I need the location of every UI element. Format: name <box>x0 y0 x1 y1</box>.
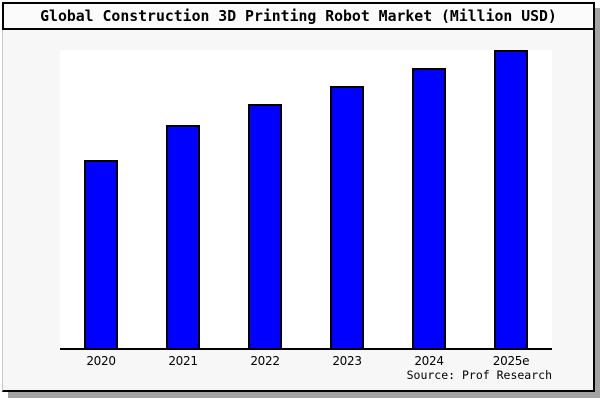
x-tick-label-2023: 2023 <box>332 354 362 368</box>
plot-area <box>60 50 552 350</box>
chart-figure-card: Global Construction 3D Printing Robot Ma… <box>2 2 595 392</box>
bar-2020 <box>83 160 118 348</box>
source-credit: Source: Prof Research <box>406 368 552 382</box>
bar-2021 <box>166 124 200 348</box>
x-tick-label-2021: 2021 <box>168 354 198 368</box>
x-tick-label-2024: 2024 <box>414 354 444 368</box>
chart-title-bar: Global Construction 3D Printing Robot Ma… <box>2 2 595 30</box>
x-tick-label-2025e: 2025e <box>492 354 530 368</box>
x-tick-label-2022: 2022 <box>250 354 280 368</box>
bar-2023 <box>330 85 364 348</box>
chart-title: Global Construction 3D Printing Robot Ma… <box>40 7 557 25</box>
bar-2025e <box>493 50 528 348</box>
bar-2022 <box>248 103 282 348</box>
x-axis-labels: 2020 2021 2022 2023 2024 2025e <box>60 354 552 370</box>
x-tick-label-2020: 2020 <box>86 354 116 368</box>
bar-2024 <box>412 67 446 348</box>
